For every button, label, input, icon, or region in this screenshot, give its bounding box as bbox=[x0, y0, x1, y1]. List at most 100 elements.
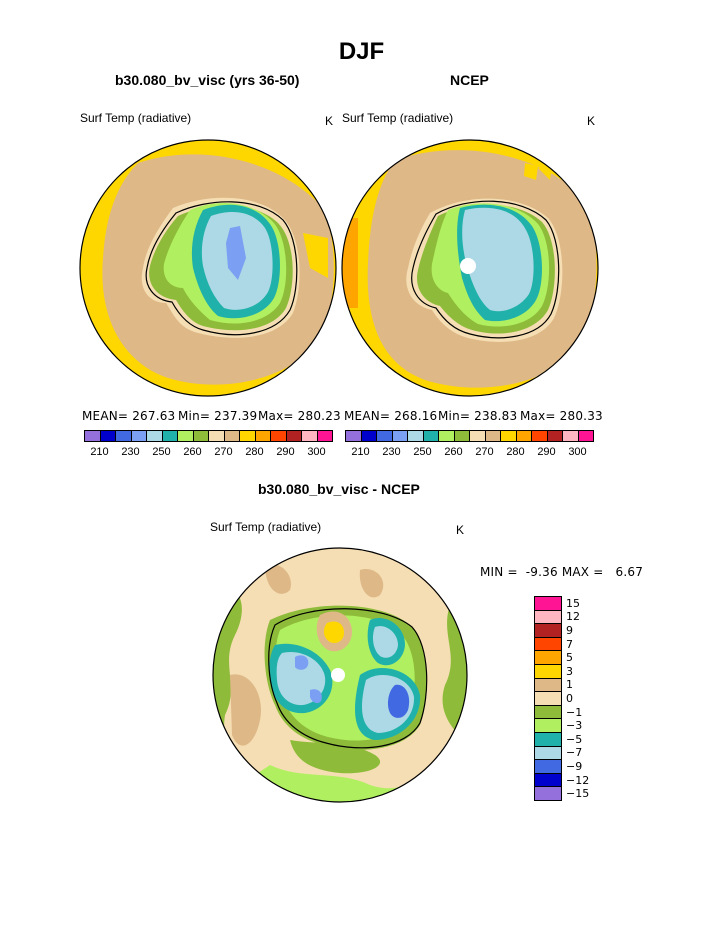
colorbar-box bbox=[345, 430, 362, 442]
colorbar-tick-label: 15 bbox=[566, 596, 580, 610]
colorbar-tick-label: 260 bbox=[183, 446, 202, 458]
colorbar-box bbox=[534, 677, 562, 693]
model-max-label: Max= 280.23 bbox=[258, 409, 341, 423]
colorbar-tick-label: 230 bbox=[121, 446, 140, 458]
colorbar-box bbox=[316, 430, 333, 442]
colorbar-tick-label: 300 bbox=[568, 446, 587, 458]
colorbar-tick-label: 1 bbox=[566, 678, 573, 692]
colorbar-tick-label: 280 bbox=[506, 446, 525, 458]
diff-units-label: K bbox=[456, 523, 465, 537]
colorbar-box bbox=[285, 430, 302, 442]
colorbar-tick-label: 250 bbox=[413, 446, 432, 458]
colorbar-tick-label: 5 bbox=[566, 651, 573, 665]
colorbar-box bbox=[531, 430, 548, 442]
colorbar-box bbox=[301, 430, 318, 442]
colorbar-box bbox=[562, 430, 579, 442]
model-polar-map bbox=[79, 139, 337, 397]
model-field-label: Surf Temp (radiative) bbox=[80, 111, 192, 125]
colorbar-tick-label: 9 bbox=[566, 624, 573, 637]
colorbar-box bbox=[534, 691, 562, 706]
colorbar-box bbox=[223, 430, 240, 442]
obs-colorbar-ticks: 210 230 250 260 270 280 290 300 bbox=[345, 446, 593, 460]
colorbar-box bbox=[515, 430, 532, 442]
colorbar-box bbox=[192, 430, 209, 442]
colorbar-box bbox=[534, 636, 562, 652]
model-units-label: K bbox=[325, 114, 334, 128]
colorbar-box bbox=[270, 430, 287, 442]
colorbar-box bbox=[534, 786, 562, 801]
colorbar-box bbox=[546, 430, 563, 442]
colorbar-box bbox=[84, 430, 101, 442]
colorbar-box bbox=[577, 430, 594, 442]
colorbar-box bbox=[534, 609, 562, 625]
colorbar-box bbox=[438, 430, 455, 442]
colorbar-tick-label: −15 bbox=[566, 787, 590, 801]
diff-colorbar bbox=[534, 596, 562, 801]
colorbar-box bbox=[422, 430, 439, 442]
colorbar-box bbox=[534, 732, 562, 747]
colorbar-box bbox=[534, 664, 562, 679]
colorbar-tick-label: 230 bbox=[382, 446, 401, 458]
colorbar-box bbox=[130, 430, 147, 442]
colorbar-tick-label: 7 bbox=[566, 637, 573, 651]
obs-polar-map bbox=[341, 139, 599, 397]
colorbar-tick-label: −12 bbox=[566, 773, 590, 787]
colorbar-box bbox=[534, 759, 562, 774]
diff-minmax-label: MIN = -9.36 MAX = 6.67 bbox=[480, 565, 644, 579]
colorbar-tick-label: 290 bbox=[537, 446, 556, 458]
colorbar-box bbox=[407, 430, 424, 442]
colorbar-box bbox=[177, 430, 194, 442]
colorbar-box bbox=[534, 650, 562, 665]
colorbar-tick-label: 280 bbox=[245, 446, 264, 458]
colorbar-tick-label: 270 bbox=[214, 446, 233, 458]
colorbar-box bbox=[360, 430, 377, 442]
model-panel-title: b30.080_bv_visc (yrs 36-50) bbox=[115, 72, 300, 88]
obs-panel-title: NCEP bbox=[450, 72, 489, 88]
colorbar-tick-label: −5 bbox=[566, 732, 583, 746]
colorbar-tick-label: 250 bbox=[152, 446, 171, 458]
diff-polar-map bbox=[212, 547, 468, 803]
page-title: DJF bbox=[338, 38, 385, 65]
obs-colorbar bbox=[345, 430, 594, 442]
obs-units-label: K bbox=[587, 114, 596, 128]
colorbar-box bbox=[115, 430, 132, 442]
colorbar-box bbox=[534, 772, 562, 788]
colorbar-box bbox=[534, 745, 562, 761]
colorbar-tick-label: −9 bbox=[566, 760, 583, 773]
obs-field-label: Surf Temp (radiative) bbox=[342, 111, 454, 125]
diff-field-label: Surf Temp (radiative) bbox=[210, 520, 322, 534]
colorbar-box bbox=[469, 430, 486, 442]
colorbar-box bbox=[534, 596, 562, 611]
colorbar-box bbox=[254, 430, 271, 442]
colorbar-box bbox=[500, 430, 517, 442]
model-colorbar-ticks: 210 230 250 260 270 280 290 300 bbox=[84, 446, 332, 460]
colorbar-box bbox=[239, 430, 256, 442]
colorbar-box bbox=[146, 430, 163, 442]
colorbar-tick-label: −3 bbox=[566, 719, 583, 733]
colorbar-box bbox=[484, 430, 501, 442]
colorbar-tick-label: 0 bbox=[566, 692, 573, 705]
colorbar-box bbox=[99, 430, 116, 442]
obs-max-label: Max= 280.33 bbox=[520, 409, 603, 423]
colorbar-tick-label: 3 bbox=[566, 664, 573, 678]
model-colorbar bbox=[84, 430, 333, 442]
colorbar-box bbox=[376, 430, 393, 442]
colorbar-tick-label: 12 bbox=[566, 610, 580, 624]
model-min-label: Min= 237.39 bbox=[178, 409, 258, 423]
colorbar-tick-label: −7 bbox=[566, 746, 583, 760]
colorbar-box bbox=[208, 430, 225, 442]
colorbar-tick-label: −1 bbox=[566, 705, 583, 719]
colorbar-tick-label: 260 bbox=[444, 446, 463, 458]
model-mean-label: MEAN= 267.63 bbox=[82, 409, 176, 423]
obs-mean-label: MEAN= 268.16 bbox=[344, 409, 438, 423]
diff-panel-title: b30.080_bv_visc - NCEP bbox=[258, 481, 420, 497]
obs-min-label: Min= 238.83 bbox=[438, 409, 518, 423]
colorbar-box bbox=[534, 704, 562, 720]
colorbar-tick-label: 210 bbox=[90, 446, 109, 458]
colorbar-box bbox=[453, 430, 470, 442]
colorbar-tick-label: 290 bbox=[276, 446, 295, 458]
colorbar-box bbox=[534, 718, 562, 733]
colorbar-box bbox=[161, 430, 178, 442]
colorbar-box bbox=[391, 430, 408, 442]
colorbar-tick-label: 300 bbox=[307, 446, 326, 458]
